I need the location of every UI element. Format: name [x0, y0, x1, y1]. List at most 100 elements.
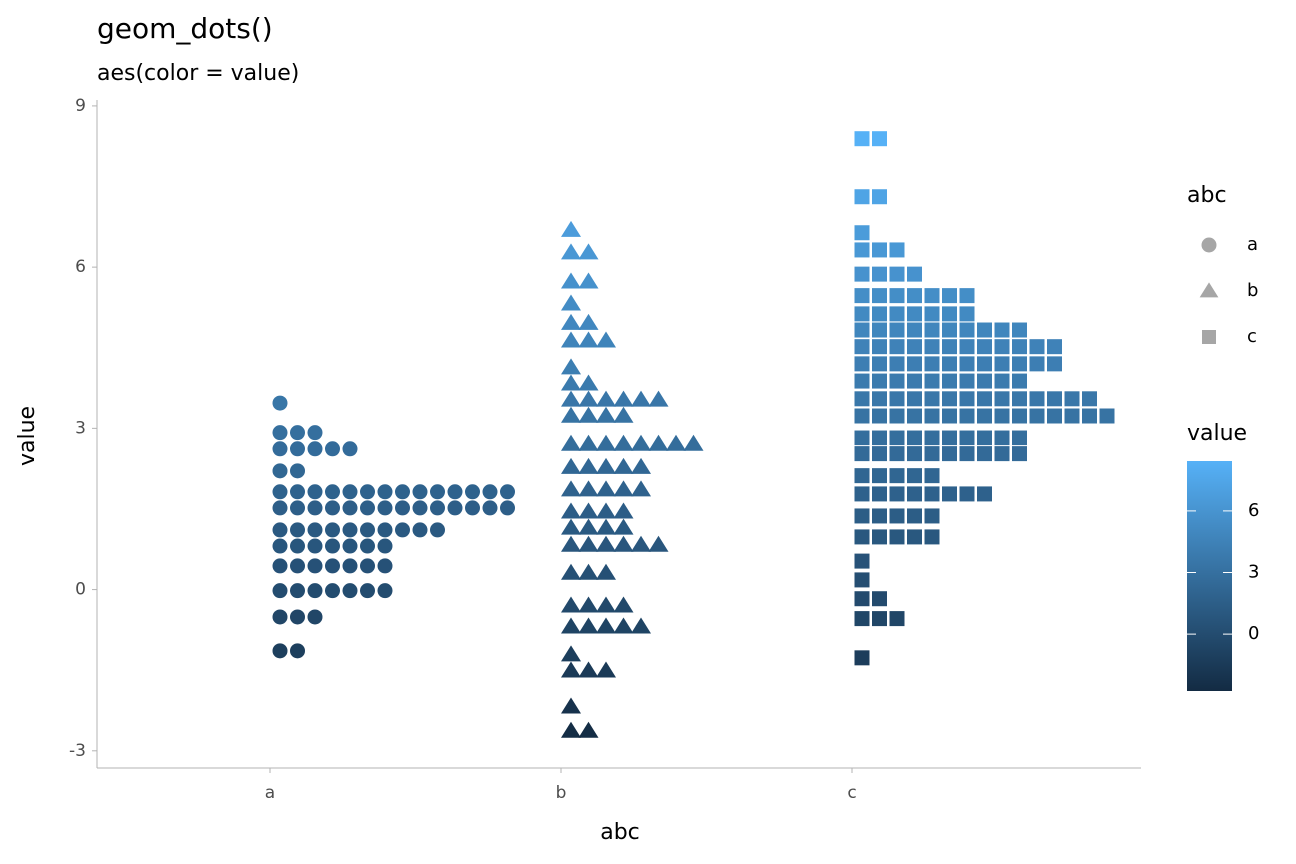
- dot: [906, 265, 923, 283]
- dot: [430, 500, 445, 516]
- dot: [888, 507, 906, 525]
- dot: [325, 500, 340, 516]
- dot: [923, 321, 941, 339]
- dot: [871, 130, 888, 148]
- y-tick-label: -3: [69, 741, 86, 761]
- dot: [1046, 407, 1063, 425]
- dot: [360, 583, 375, 599]
- dot: [561, 243, 581, 260]
- dot: [307, 500, 323, 516]
- dot: [578, 502, 599, 519]
- chart-subtitle: aes(color = value): [97, 61, 299, 86]
- legend-key: [1201, 329, 1217, 345]
- dot: [360, 500, 375, 516]
- dot: [395, 484, 410, 500]
- dot: [342, 583, 358, 599]
- dot: [1028, 355, 1046, 373]
- dot: [853, 355, 871, 373]
- dot: [360, 558, 375, 574]
- dot: [958, 287, 976, 305]
- dot: [853, 130, 871, 148]
- y-tick-label: 6: [75, 257, 86, 277]
- dot: [888, 305, 906, 323]
- dot: [906, 429, 923, 447]
- dot: [888, 407, 906, 425]
- dot: [596, 617, 616, 634]
- dot: [272, 484, 288, 500]
- dot: [342, 500, 358, 516]
- dot: [342, 538, 358, 554]
- dot: [1098, 407, 1116, 425]
- dot: [561, 434, 581, 451]
- dot: [272, 463, 288, 479]
- dot: [613, 434, 634, 451]
- dot: [888, 528, 906, 546]
- dot: [958, 429, 976, 447]
- dot: [325, 441, 340, 457]
- dot: [290, 538, 305, 554]
- dot: [871, 407, 888, 425]
- dot: [290, 522, 305, 538]
- legend-label: b: [1247, 280, 1258, 301]
- dot: [360, 522, 375, 538]
- colorbar-label: 6: [1248, 500, 1259, 521]
- dot: [430, 484, 445, 500]
- dot: [976, 390, 993, 408]
- dot: [596, 406, 616, 423]
- dot: [1011, 355, 1028, 373]
- dot: [596, 457, 616, 474]
- dot: [578, 518, 599, 535]
- dot: [561, 645, 581, 662]
- dot: [906, 338, 923, 356]
- dot: [377, 484, 393, 500]
- dot: [578, 480, 599, 497]
- dot: [482, 484, 498, 500]
- dot: [853, 485, 871, 503]
- dot: [871, 528, 888, 546]
- dot: [578, 596, 599, 613]
- legend-title: abc: [1187, 183, 1227, 208]
- dot: [325, 522, 340, 538]
- dot: [871, 372, 888, 390]
- dot: [958, 338, 976, 356]
- dot: [976, 485, 993, 503]
- dot: [631, 617, 651, 634]
- dot: [613, 617, 634, 634]
- dot: [272, 558, 288, 574]
- dot: [906, 445, 923, 463]
- dot: [853, 507, 871, 525]
- dot: [853, 338, 871, 356]
- dot: [923, 372, 941, 390]
- dot: [871, 355, 888, 373]
- dot: [290, 463, 305, 479]
- dot: [906, 467, 923, 485]
- dot: [871, 305, 888, 323]
- dot: [941, 355, 958, 373]
- dot: [290, 441, 305, 457]
- dot: [613, 502, 634, 519]
- dot: [613, 457, 634, 474]
- dot: [958, 390, 976, 408]
- dot: [923, 429, 941, 447]
- dot: [941, 338, 958, 356]
- dot: [923, 467, 941, 485]
- dot: [377, 538, 393, 554]
- dot: [1028, 390, 1046, 408]
- dot: [941, 429, 958, 447]
- dot: [941, 287, 958, 305]
- dot: [561, 374, 581, 391]
- dot: [666, 434, 686, 451]
- dot: [853, 241, 871, 259]
- dot: [888, 372, 906, 390]
- dot: [561, 406, 581, 423]
- legend-key: [1201, 237, 1217, 253]
- dot: [923, 305, 941, 323]
- dot: [1046, 338, 1063, 356]
- dot: [853, 429, 871, 447]
- dot: [853, 372, 871, 390]
- dot: [307, 441, 323, 457]
- dot: [561, 596, 581, 613]
- dot: [412, 500, 428, 516]
- dot: [888, 485, 906, 503]
